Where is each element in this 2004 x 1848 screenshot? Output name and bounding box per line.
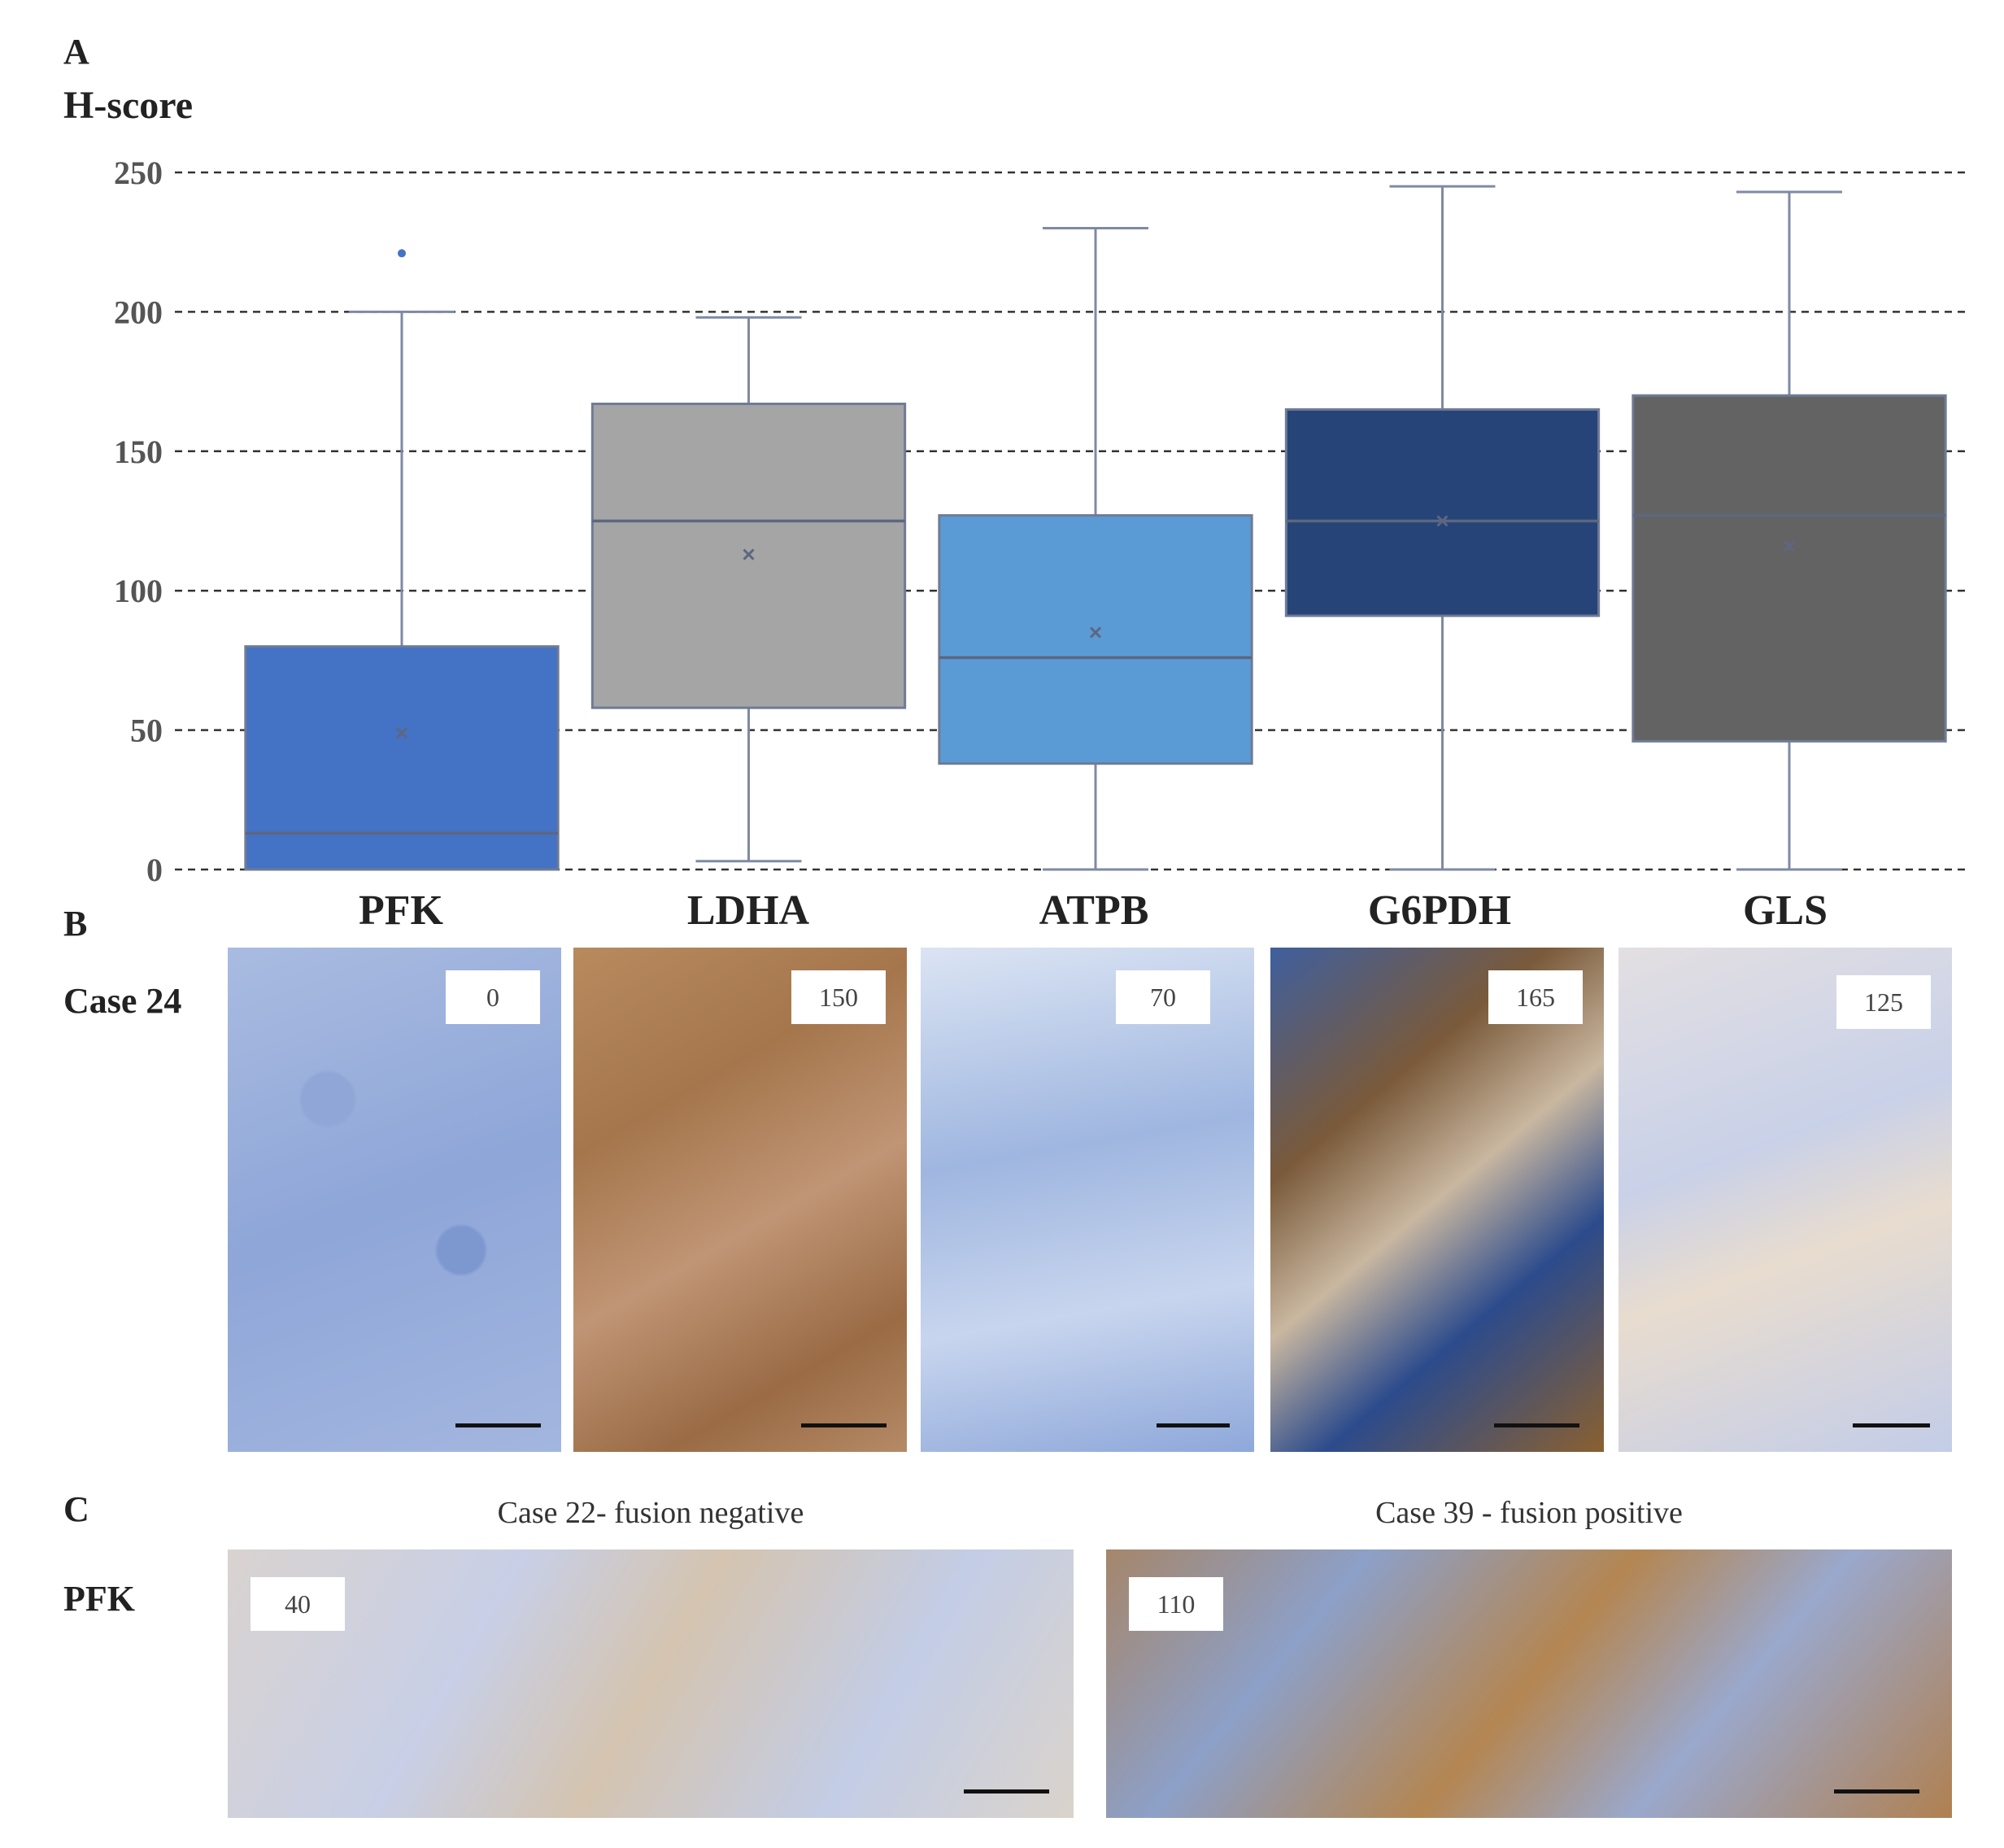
- box-ldha: [590, 316, 907, 863]
- scale-bar: [1853, 1423, 1930, 1427]
- score-box-ldha: 150: [791, 970, 886, 1024]
- gene-label-g6pdh: G6PDH: [1367, 887, 1512, 934]
- box-pfk: [244, 249, 560, 871]
- mean-marker: [1783, 540, 1796, 552]
- gene-label-pfk: PFK: [359, 887, 443, 934]
- score-box-g6pdh: 165: [1488, 970, 1583, 1024]
- y-tick-200: 200: [114, 294, 163, 330]
- y-tick-250: 250: [114, 155, 163, 191]
- box-gls: [1632, 190, 1947, 871]
- score-box-case-39: 110: [1129, 1577, 1223, 1631]
- panel-b-letter: B: [63, 904, 88, 944]
- micrograph-gls: 125: [1618, 948, 1952, 1452]
- box-iqr: [938, 514, 1253, 765]
- scale-bar: [964, 1789, 1049, 1794]
- score-box-gls: 125: [1836, 975, 1931, 1029]
- panel-c-letter: C: [63, 1489, 89, 1529]
- outlier-point: [398, 249, 406, 258]
- box-iqr: [1632, 394, 1947, 743]
- scale-bar: [455, 1423, 541, 1427]
- y-tick-labels: 0 50 100 150 200 250: [114, 155, 163, 888]
- scale-bar: [1494, 1423, 1579, 1427]
- gene-label-gls: GLS: [1742, 887, 1828, 934]
- y-tick-50: 50: [130, 713, 163, 749]
- mean-marker: [743, 548, 755, 560]
- box-iqr: [244, 645, 560, 871]
- micrograph-g6pdh: 165: [1270, 948, 1604, 1452]
- mean-marker: [395, 726, 408, 739]
- scale-bar: [1157, 1423, 1230, 1427]
- score-box-case-22: 40: [250, 1577, 345, 1631]
- case-24-label: Case 24: [63, 981, 182, 1021]
- score-box-atpb: 70: [1116, 970, 1210, 1024]
- micrograph-case-22: 40: [228, 1549, 1074, 1818]
- mean-marker: [1089, 626, 1102, 639]
- boxes: [244, 185, 1947, 871]
- box-plot-chart: 0 50 100 150 200 250: [114, 155, 1968, 888]
- scale-bar: [801, 1423, 887, 1427]
- panel-a-letter: A: [63, 32, 89, 72]
- scale-bar: [1834, 1789, 1919, 1794]
- y-tick-100: 100: [114, 573, 163, 609]
- micrograph-case-39: 110: [1106, 1549, 1952, 1818]
- mean-marker: [1436, 515, 1449, 527]
- case-39-caption: Case 39 - fusion positive: [1375, 1496, 1683, 1530]
- box-atpb: [938, 227, 1253, 871]
- y-tick-0: 0: [146, 852, 163, 888]
- micrograph-ldha: 150: [573, 948, 907, 1452]
- box-iqr: [1284, 408, 1601, 617]
- case-22-caption: Case 22- fusion negative: [497, 1496, 804, 1530]
- score-box-pfk: 0: [446, 970, 540, 1024]
- panel-c-row-label: PFK: [63, 1579, 135, 1619]
- y-tick-150: 150: [114, 434, 163, 470]
- box-g6pdh: [1284, 185, 1601, 871]
- gene-label-ldha: LDHA: [686, 887, 810, 934]
- y-axis-title: H-score: [63, 84, 194, 127]
- micrograph-atpb: 70: [921, 948, 1254, 1452]
- gene-label-atpb: ATPB: [1039, 887, 1149, 934]
- micrograph-pfk: 0: [228, 948, 561, 1452]
